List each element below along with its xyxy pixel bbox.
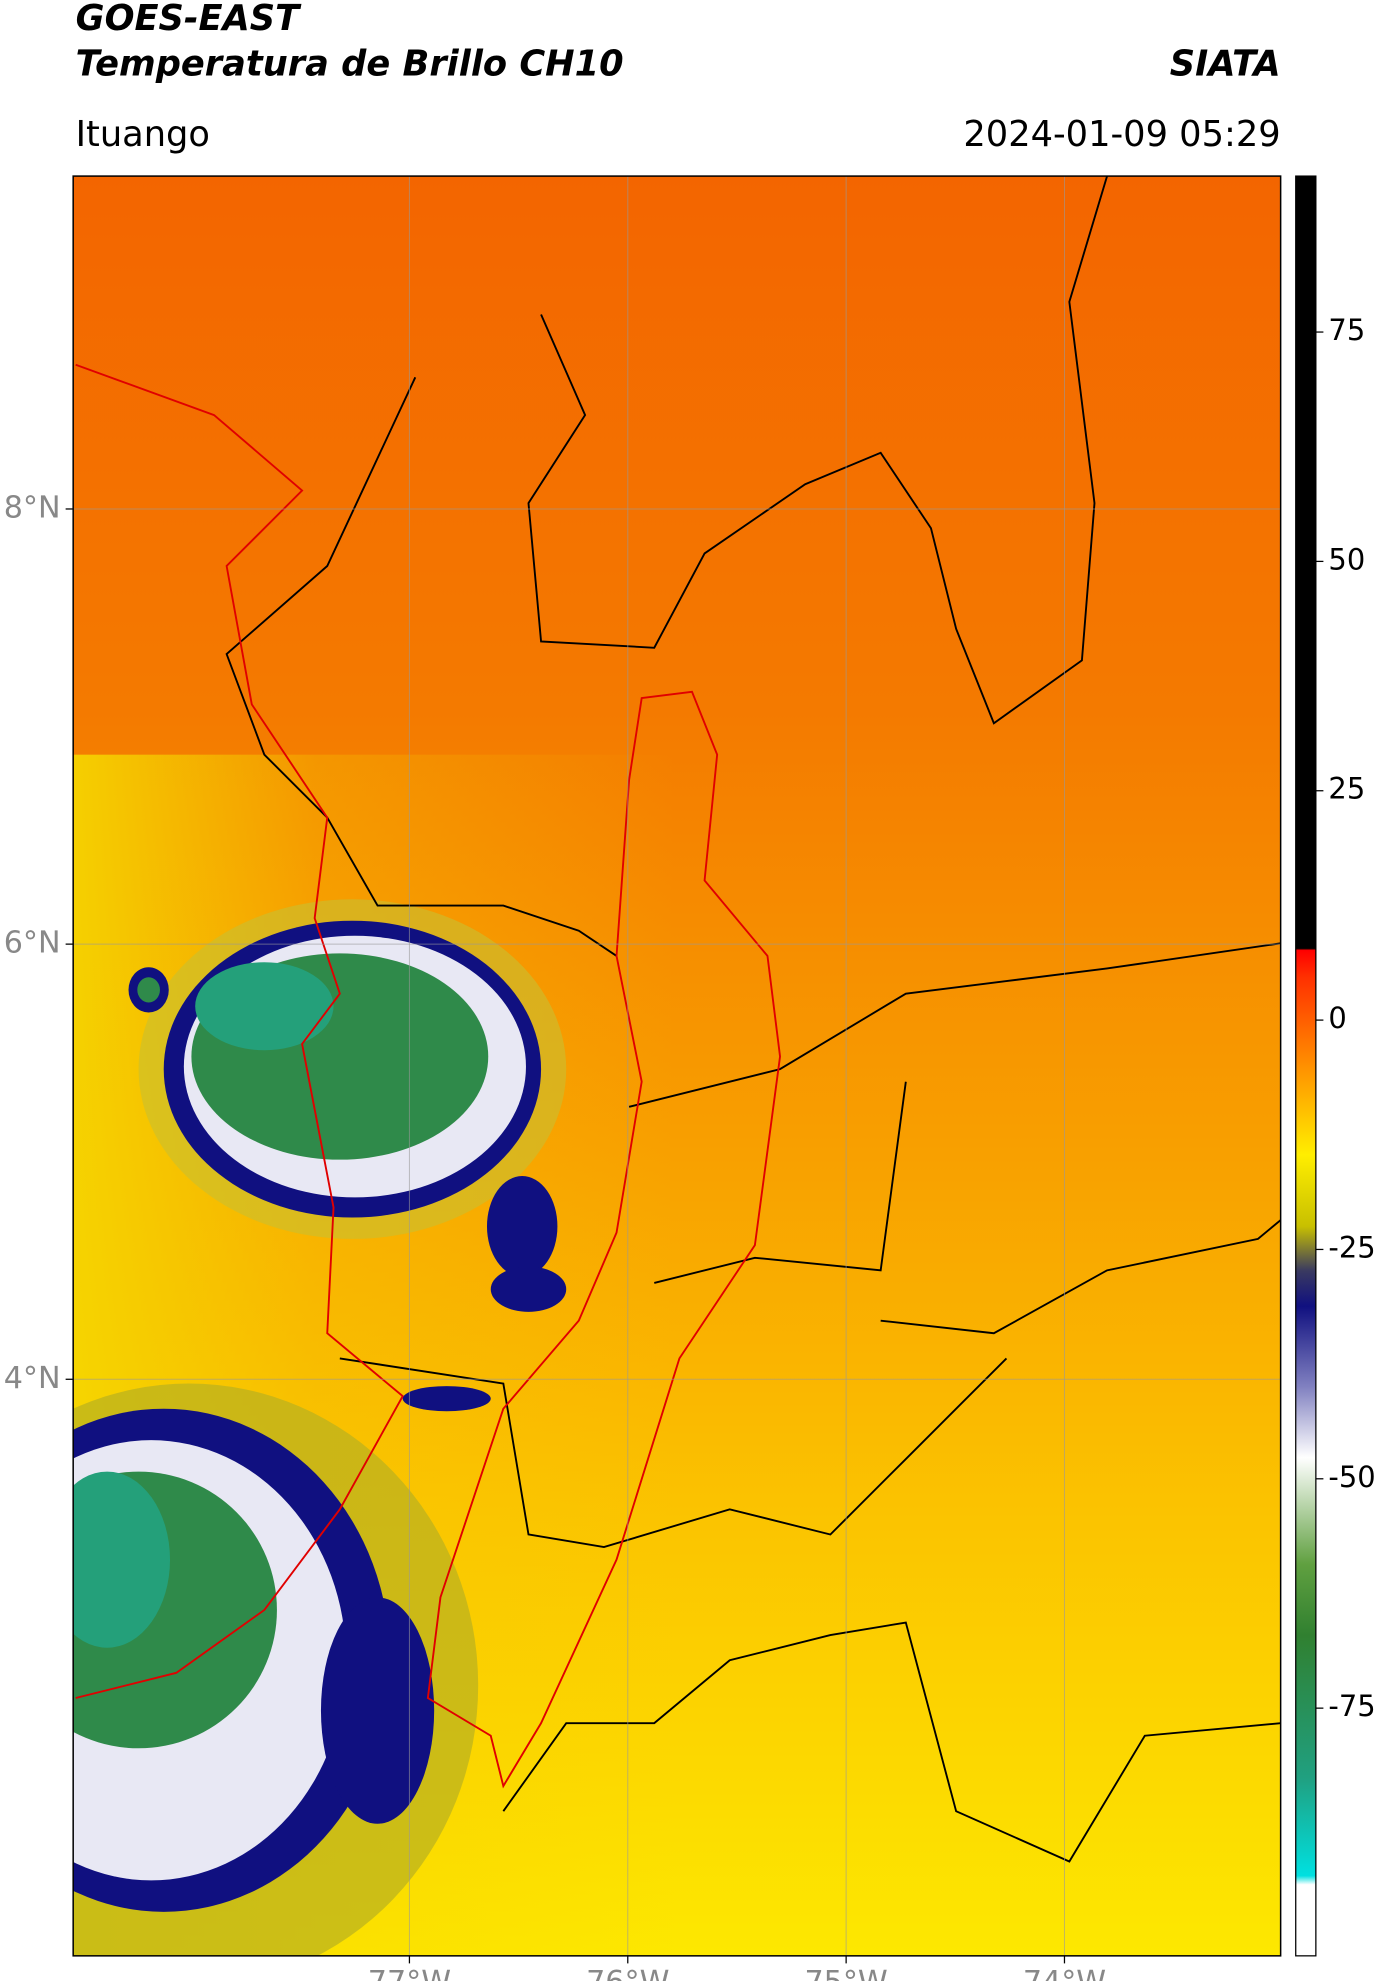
grid xyxy=(73,176,1281,1956)
cloud-north xyxy=(128,899,567,1412)
colorbar-tick-label: 75 xyxy=(1328,313,1365,347)
colorbar xyxy=(1295,175,1317,1957)
source: SIATA xyxy=(1170,43,1281,84)
map-frame xyxy=(72,175,1282,1957)
y-tick-label: 4°N xyxy=(4,1361,61,1396)
colorbar-tick-label: -50 xyxy=(1328,1460,1375,1494)
location: Ituango xyxy=(76,114,210,155)
region-outline xyxy=(75,363,781,1789)
x-tick-label: 77°W xyxy=(368,1965,451,1981)
x-tick-label: 75°W xyxy=(804,1965,887,1981)
title: GOES-EAST xyxy=(76,0,302,39)
x-tick-label: 76°W xyxy=(586,1965,669,1981)
colorbar-tick-label: -25 xyxy=(1328,1230,1375,1264)
colorbar-tick-label: 0 xyxy=(1328,1001,1346,1035)
subtitle: Temperatura de Brillo CH10 xyxy=(76,43,624,84)
x-tick-label: 74°W xyxy=(1023,1965,1106,1981)
map-field xyxy=(73,176,1281,1956)
datetime: 2024-01-09 05:29 xyxy=(963,114,1280,155)
borders xyxy=(225,176,1281,1863)
colorbar-tick-label: 25 xyxy=(1328,772,1365,806)
y-tick-label: 8°N xyxy=(4,490,61,525)
cloud-south xyxy=(73,1383,479,1956)
colorbar-tick-label: 50 xyxy=(1328,542,1365,576)
y-tick-label: 6°N xyxy=(4,926,61,961)
colorbar-tick-label: -75 xyxy=(1328,1689,1375,1723)
